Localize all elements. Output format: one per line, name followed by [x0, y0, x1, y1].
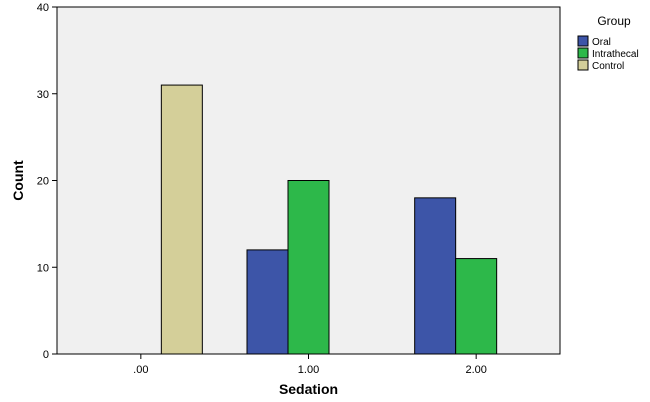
- legend-swatch-intrathecal: [577, 47, 589, 59]
- x-tick-label: 2.00: [465, 364, 486, 376]
- y-tick-label: 30: [37, 89, 49, 101]
- legend-swatch-control: [577, 59, 589, 71]
- legend-title: Group: [597, 14, 631, 28]
- bar-oral-2: [414, 197, 457, 355]
- legend-label-intrathecal: Intrathecal: [592, 49, 639, 60]
- x-axis: .00 1.00 2.00: [133, 354, 487, 376]
- legend-label-control: Control: [592, 61, 624, 72]
- bar-intrathecal-2: [455, 258, 498, 355]
- x-axis-title: Sedation: [279, 381, 338, 397]
- bar-intrathecal-1: [287, 180, 330, 355]
- x-tick-label: .00: [133, 364, 148, 376]
- y-tick-label: 20: [37, 176, 49, 188]
- legend-label-oral: Oral: [592, 37, 611, 48]
- bars: [160, 84, 498, 355]
- y-axis: 0 10 20 30 40: [37, 2, 57, 361]
- legend-swatch-oral: [577, 35, 589, 47]
- y-tick-label: 0: [43, 349, 49, 361]
- y-tick-label: 40: [37, 2, 49, 14]
- y-axis-title: Count: [10, 160, 26, 201]
- bar-oral-1: [246, 249, 289, 355]
- y-tick-label: 10: [37, 262, 49, 274]
- bar-control-0: [160, 84, 203, 355]
- x-tick-label: 1.00: [298, 364, 319, 376]
